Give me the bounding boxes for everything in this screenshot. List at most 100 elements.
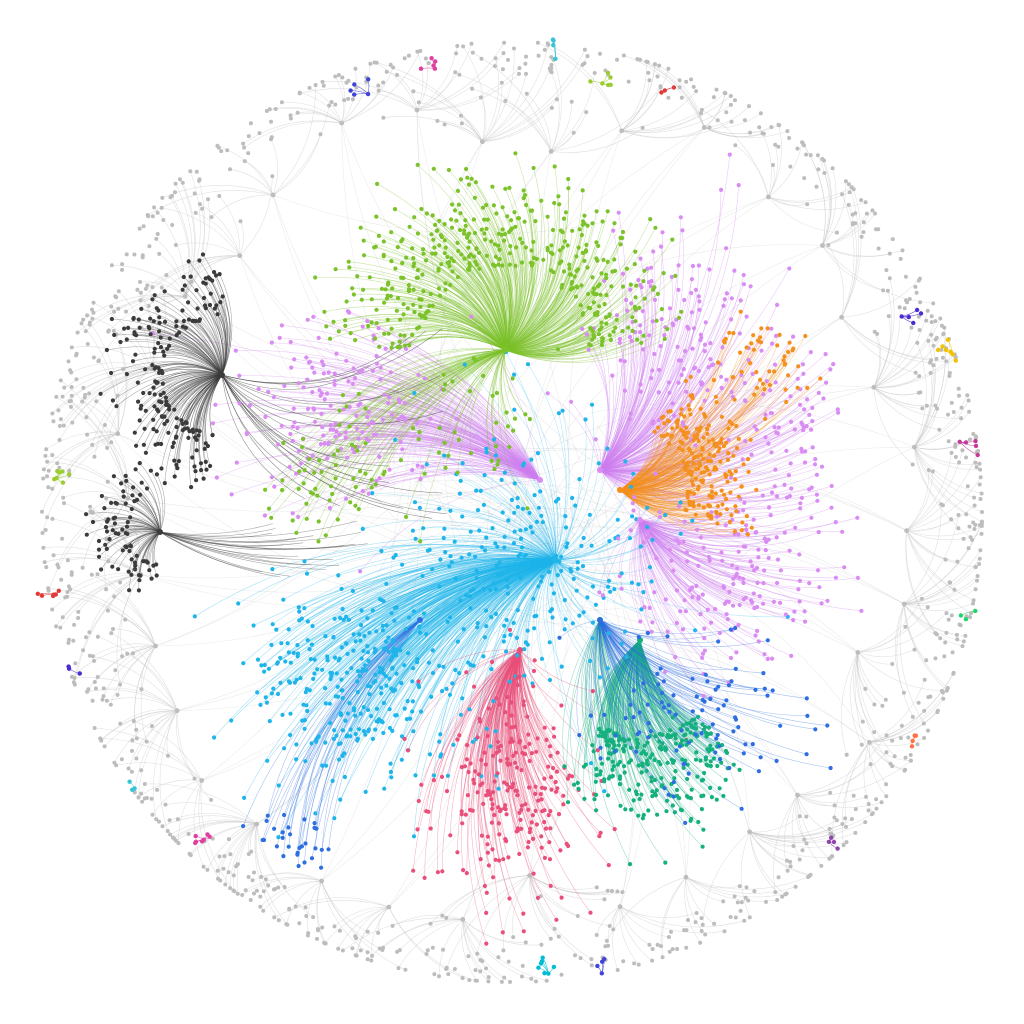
cyan-node (336, 658, 341, 663)
gray-node (815, 153, 820, 158)
gray-node (159, 205, 164, 210)
gray-edge (438, 919, 463, 977)
gray-hub-node (901, 601, 907, 607)
cyan-edge (355, 559, 556, 735)
cyan-node (430, 648, 435, 653)
cyan-edge (464, 364, 556, 561)
teal-edge (611, 639, 641, 742)
orange-edge (619, 489, 689, 499)
cyan-edge (504, 559, 556, 637)
gray-edge (140, 549, 526, 593)
gray-node (917, 328, 922, 332)
cyan-node (287, 680, 293, 685)
cyan-node (386, 649, 391, 655)
teal-edge (639, 639, 713, 750)
cyan-edge (287, 559, 556, 644)
gray-node (444, 967, 449, 971)
gray-edge (619, 906, 697, 918)
cyan-edge (350, 559, 556, 730)
gray-edge (416, 72, 456, 111)
cyan-edge (388, 559, 556, 638)
cyan-node (295, 643, 300, 648)
violet-edge (298, 382, 541, 481)
gray-edge (512, 875, 530, 938)
gray-node (424, 952, 429, 956)
violet-edge (231, 461, 541, 495)
orange-edge (619, 421, 730, 491)
teal-edge (627, 639, 641, 744)
orange-edge (619, 489, 690, 505)
gray-edge (480, 97, 487, 142)
gray-hub-node (153, 643, 158, 649)
gray-edge (822, 213, 868, 246)
gray-edge (749, 823, 843, 838)
cyan-node (445, 773, 450, 778)
gray-node (327, 103, 332, 108)
gray-node (50, 453, 55, 457)
violet-edge (367, 320, 541, 481)
gray-edge (507, 196, 769, 510)
cyan-node (305, 708, 310, 714)
gray-node (660, 955, 665, 960)
cyan-node (332, 655, 338, 660)
pink-edge (514, 649, 536, 787)
violet-edge (599, 323, 673, 471)
gray-hub-node (855, 650, 861, 655)
cyan-node (458, 598, 463, 603)
gray-node (966, 398, 971, 403)
cyan-edge (449, 550, 556, 567)
gray-edge (857, 652, 942, 692)
violet-edge (639, 519, 699, 599)
gray-node (228, 886, 233, 891)
violet-edge (599, 469, 785, 498)
gray-edge (869, 672, 954, 743)
gray-edge (104, 498, 129, 590)
cyan-node (467, 552, 472, 557)
cyan-node (351, 632, 356, 637)
gray-hub-node (820, 243, 825, 248)
cyan-edge (297, 559, 556, 646)
cyan-node (457, 671, 462, 676)
gray-node (901, 690, 906, 695)
cyan-node (192, 614, 197, 619)
pink-edge (495, 649, 521, 808)
teal-edge (601, 639, 641, 733)
cyan-edge (439, 557, 556, 587)
gray-edge (128, 710, 178, 769)
orange-edge (619, 467, 707, 492)
violet-edge (362, 430, 541, 481)
cyan-edge (493, 439, 556, 561)
orange-edge (619, 489, 696, 516)
gray-node (129, 769, 134, 774)
cyan-node (407, 615, 412, 620)
orange-edge (619, 351, 789, 491)
cyan-edge (381, 559, 556, 722)
cyan-node (275, 660, 280, 665)
gray-edge (260, 880, 322, 907)
cyan-node (339, 645, 344, 650)
cyan-edge (386, 554, 556, 585)
pink-edge (500, 649, 521, 783)
orange-edge (619, 473, 726, 496)
gray-node (42, 560, 47, 565)
gray-node (318, 132, 323, 137)
orange-edge (619, 489, 717, 516)
cyan-node (532, 626, 537, 631)
pink-edge (472, 649, 521, 811)
gray-node (459, 121, 464, 126)
cyan-node (519, 536, 524, 541)
cyan-edge (491, 559, 556, 670)
violet-edge (366, 436, 541, 481)
gray-edge (873, 316, 891, 388)
teal-edge (613, 639, 641, 777)
gray-edge (904, 521, 983, 605)
cyan-node (504, 617, 509, 623)
cyan-node (415, 657, 420, 662)
gray-node (225, 148, 230, 153)
violet-edge (599, 293, 728, 471)
gray-node (65, 590, 70, 594)
pink-edge (519, 649, 554, 769)
pink-edge (492, 649, 521, 812)
orange-edge (619, 396, 717, 491)
gray-edge (341, 123, 598, 466)
